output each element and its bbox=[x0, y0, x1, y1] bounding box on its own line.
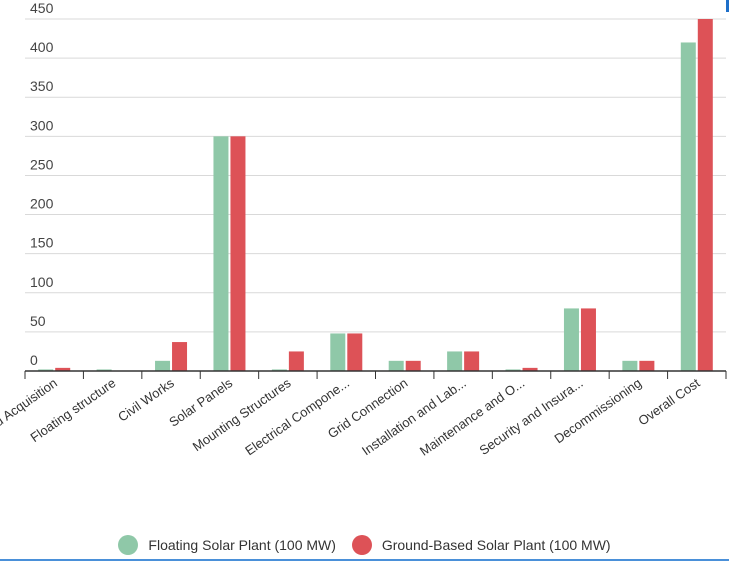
y-tick-label: 300 bbox=[30, 117, 54, 133]
bar-ground[interactable] bbox=[172, 342, 188, 371]
bars bbox=[38, 19, 713, 371]
y-tick-label: 150 bbox=[30, 235, 54, 251]
bar-ground[interactable] bbox=[55, 367, 71, 371]
y-tick-label: 100 bbox=[30, 274, 54, 290]
bar-ground[interactable] bbox=[464, 351, 480, 371]
y-tick-label: 0 bbox=[30, 352, 38, 368]
bar-ground[interactable] bbox=[639, 360, 655, 371]
x-category-label: Electrical Compone... bbox=[242, 375, 352, 458]
x-category-label: Mounting Structures bbox=[190, 375, 294, 454]
bar-floating[interactable] bbox=[213, 136, 229, 371]
bar-floating[interactable] bbox=[38, 369, 54, 371]
bar-ground[interactable] bbox=[697, 19, 713, 371]
bar-floating[interactable] bbox=[447, 351, 463, 371]
bar-floating[interactable] bbox=[330, 333, 346, 371]
x-category-label: Maintenance and O... bbox=[417, 375, 527, 459]
legend-label-floating: Floating Solar Plant (100 MW) bbox=[148, 537, 336, 553]
legend-item-floating[interactable]: Floating Solar Plant (100 MW) bbox=[118, 535, 336, 555]
bar-ground[interactable] bbox=[288, 351, 304, 371]
legend-swatch-ground bbox=[351, 535, 372, 555]
y-tick-label: 350 bbox=[30, 78, 54, 94]
bar-floating[interactable] bbox=[680, 42, 696, 371]
x-category-label: Installation and Lab... bbox=[359, 375, 469, 458]
bar-floating[interactable] bbox=[155, 360, 171, 371]
y-tick-label: 200 bbox=[30, 196, 54, 212]
y-axis-tick-labels: 0 50 100 150 200 250 300 350 400 450 bbox=[30, 0, 54, 368]
bar-floating[interactable] bbox=[505, 369, 521, 371]
legend: Floating Solar Plant (100 MW) Ground-Bas… bbox=[0, 535, 729, 558]
x-category-label: Overall Cost bbox=[635, 375, 703, 429]
legend-label-ground: Ground-Based Solar Plant (100 MW) bbox=[381, 537, 611, 553]
y-tick-label: 450 bbox=[30, 0, 54, 16]
bar-floating[interactable] bbox=[622, 360, 638, 371]
bar-floating[interactable] bbox=[388, 360, 404, 371]
y-tick-label: 50 bbox=[30, 313, 46, 329]
bottom-rule bbox=[0, 559, 729, 561]
corner-mark bbox=[726, 0, 729, 12]
bar-ground[interactable] bbox=[522, 367, 538, 371]
legend-swatch-floating bbox=[118, 535, 139, 555]
x-axis bbox=[24, 370, 727, 379]
bar-ground[interactable] bbox=[347, 333, 363, 371]
bar-ground[interactable] bbox=[580, 308, 596, 371]
y-tick-label: 250 bbox=[30, 156, 54, 172]
bar-ground[interactable] bbox=[405, 360, 421, 371]
x-category-label: Security and Insura... bbox=[476, 375, 585, 458]
bar-chart: 0 50 100 150 200 250 300 350 400 450 Land Acquisi… bbox=[0, 0, 727, 459]
bar-ground[interactable] bbox=[230, 136, 246, 371]
y-tick-label: 400 bbox=[30, 39, 54, 55]
legend-item-ground[interactable]: Ground-Based Solar Plant (100 MW) bbox=[351, 535, 611, 555]
bar-floating[interactable] bbox=[96, 369, 112, 371]
bar-floating[interactable] bbox=[271, 369, 287, 371]
gridlines bbox=[25, 18, 726, 333]
bar-floating[interactable] bbox=[563, 308, 579, 371]
